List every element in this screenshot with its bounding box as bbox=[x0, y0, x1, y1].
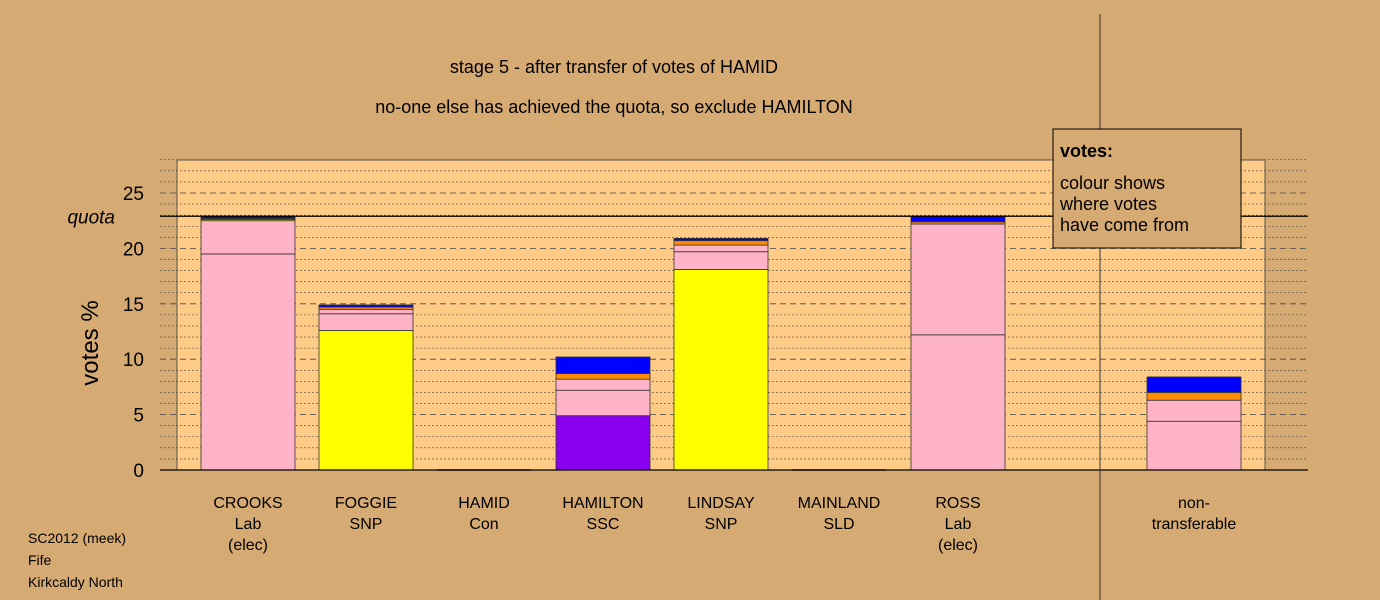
candidate-label: non- bbox=[1178, 495, 1210, 512]
legend-box bbox=[1052, 128, 1242, 249]
candidate-label: Lab bbox=[235, 516, 262, 533]
candidate-label: (elec) bbox=[228, 537, 268, 554]
footer-line-2: Fife bbox=[28, 552, 52, 568]
candidate-label: SNP bbox=[350, 516, 383, 533]
candidate-label: SNP bbox=[705, 516, 738, 533]
footer-line-1: SC2012 (meek) bbox=[28, 530, 126, 546]
footer-line-3: Kirkcaldy North bbox=[28, 574, 123, 590]
y-tick-label: 20 bbox=[123, 239, 144, 260]
chart-subtitle: no-one else has achieved the quota, so e… bbox=[375, 97, 853, 117]
candidate-label: CROOKS bbox=[213, 495, 282, 512]
chart-title: stage 5 - after transfer of votes of HAM… bbox=[450, 57, 778, 77]
bar-segment bbox=[555, 415, 651, 471]
footer: SC2012 (meek) Fife Kirkcaldy North bbox=[28, 530, 126, 590]
candidate-label: LINDSAY bbox=[687, 495, 755, 512]
bar-segment bbox=[910, 215, 1006, 223]
candidate-label: transferable bbox=[1152, 516, 1237, 533]
bar-segment bbox=[555, 389, 651, 417]
bar-segment bbox=[555, 373, 651, 380]
bar-segment bbox=[1146, 399, 1242, 422]
y-tick-label: 15 bbox=[123, 295, 144, 316]
quota-label: quota bbox=[67, 207, 115, 228]
legend: votes: colour shows where votes have com… bbox=[1052, 128, 1242, 249]
bar-segment bbox=[555, 378, 651, 391]
legend-title: votes: bbox=[1060, 141, 1113, 161]
bar-segment bbox=[673, 240, 769, 246]
y-tick-label: 0 bbox=[133, 461, 144, 482]
bar-segment bbox=[318, 304, 414, 308]
bar-segment bbox=[200, 220, 296, 255]
bar-segment bbox=[555, 356, 651, 375]
y-tick-label: 25 bbox=[123, 184, 144, 205]
bar-segment bbox=[673, 251, 769, 270]
legend-line-3: have come from bbox=[1060, 215, 1189, 235]
candidate-label: HAMILTON bbox=[562, 495, 643, 512]
bar-segment bbox=[318, 329, 414, 471]
candidate-label: SSC bbox=[587, 516, 620, 533]
y-axis: 0 5 10 15 20 25 bbox=[123, 184, 144, 482]
bar-segment bbox=[673, 269, 769, 471]
x-axis-labels: CROOKS Lab (elec) FOGGIE SNP HAMID Con HAMILTON… bbox=[213, 495, 1236, 554]
bar-segment bbox=[1146, 392, 1242, 401]
bar-segment bbox=[318, 308, 414, 315]
candidate-label: HAMID bbox=[458, 495, 510, 512]
candidate-label: Con bbox=[469, 516, 498, 533]
y-tick-label: 5 bbox=[133, 406, 144, 427]
candidate-label: MAINLAND bbox=[798, 495, 881, 512]
bar-segment bbox=[1146, 420, 1242, 471]
y-tick-label: 10 bbox=[123, 350, 144, 371]
candidate-label: FOGGIE bbox=[335, 495, 397, 512]
y-axis-title: votes % bbox=[77, 300, 104, 385]
candidate-label: SLD bbox=[823, 516, 854, 533]
candidate-label: ROSS bbox=[935, 495, 980, 512]
bar-segment bbox=[910, 334, 1006, 471]
legend-line-1: colour shows bbox=[1060, 173, 1165, 193]
legend-line-2: where votes bbox=[1059, 194, 1157, 214]
bar-segment bbox=[1146, 376, 1242, 393]
bar-segment bbox=[200, 253, 296, 471]
bar-segment bbox=[318, 313, 414, 331]
bars bbox=[200, 215, 1242, 471]
bar-segment bbox=[673, 238, 769, 242]
bar-segment bbox=[673, 244, 769, 253]
candidate-label: Lab bbox=[945, 516, 972, 533]
bar-segment bbox=[910, 223, 1006, 336]
candidate-label: (elec) bbox=[938, 537, 978, 554]
